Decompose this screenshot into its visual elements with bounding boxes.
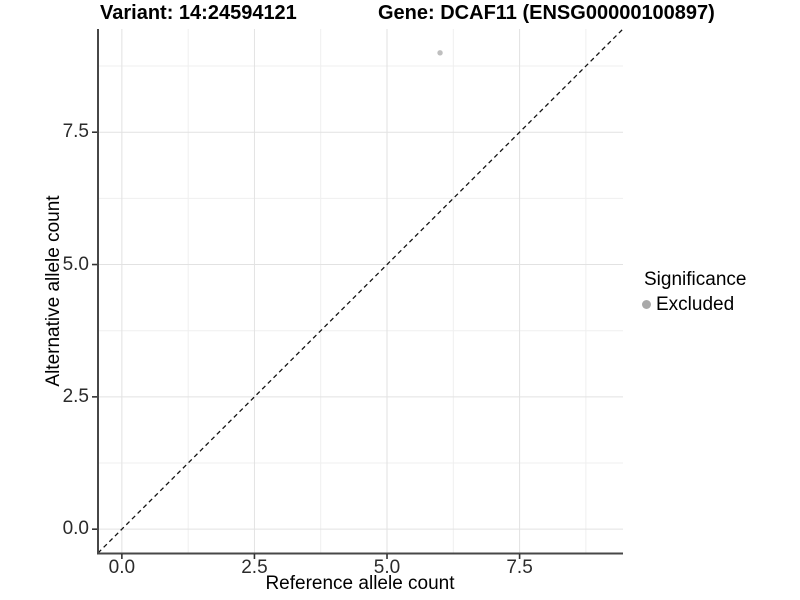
- y-tick-label: 2.5: [62, 385, 89, 407]
- legend-entry: Excluded: [641, 293, 746, 316]
- x-tick-label: 7.5: [506, 557, 533, 578]
- variant-title: Variant: 14:24594121: [100, 2, 297, 24]
- y-tick-label: 7.5: [62, 121, 89, 143]
- x-axis-title: Reference allele count: [265, 573, 455, 594]
- legend-key-dot: [642, 300, 651, 309]
- x-tick-label: 0.0: [108, 557, 136, 578]
- legend-title: Significance: [644, 269, 747, 290]
- x-tick-label: 2.5: [241, 557, 268, 578]
- y-tick-label: 0.0: [62, 518, 89, 540]
- legend: Significance Excluded: [641, 268, 746, 316]
- data-point: [437, 50, 443, 56]
- y-tick-label: 5.0: [62, 253, 89, 275]
- legend-entry-label: Excluded: [656, 294, 735, 315]
- gene-title: Gene: DCAF11 (ENSG00000100897): [378, 2, 715, 24]
- identity-reference-line: [97, 28, 624, 554]
- x-tick-label: 5.0: [373, 557, 401, 578]
